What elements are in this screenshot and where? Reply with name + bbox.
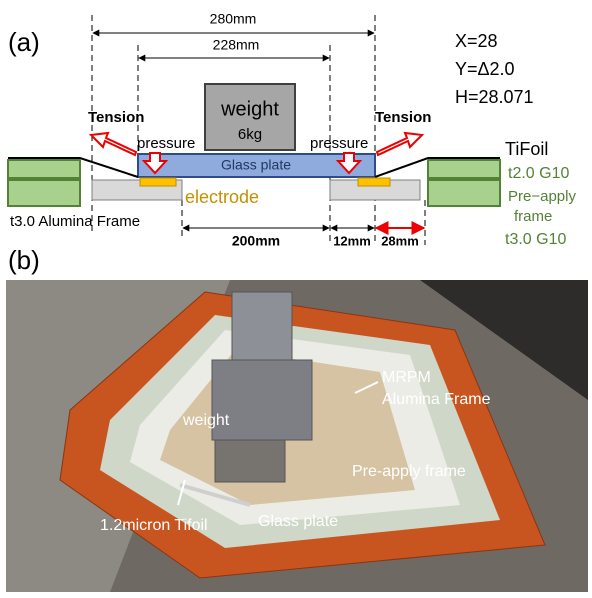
panel-label: (a) xyxy=(8,27,40,57)
electrode xyxy=(140,178,176,186)
pre-apply-label: Pre−apply xyxy=(508,188,576,205)
panel-label: (b) xyxy=(8,245,40,275)
alumina-label: t3.0 Alumina Frame xyxy=(10,213,140,230)
parameter: X=28 xyxy=(455,31,498,51)
glass-plate-label: Glass plate xyxy=(221,157,291,173)
photo-label: 1.2micron Tifoil xyxy=(100,517,208,534)
pressure-label: pressure xyxy=(310,135,368,152)
pre-apply-label: frame xyxy=(514,208,552,225)
photo-label: Alumina Frame xyxy=(382,391,491,408)
parameter: H=28.071 xyxy=(455,87,534,107)
g10-label: t2.0 G10 xyxy=(508,165,569,182)
weight-label: weight xyxy=(220,98,279,120)
tension-label: Tension xyxy=(88,109,144,126)
tension-label: Tension xyxy=(375,109,431,126)
dimension-label: 28mm xyxy=(381,233,419,248)
photo-label: weight xyxy=(182,412,230,429)
weight-mass: 6kg xyxy=(238,126,262,143)
dimension-label: 280mm xyxy=(210,11,257,27)
tension-arrow xyxy=(91,133,136,155)
dimension-label: 228mm xyxy=(213,37,260,53)
figure: (a) 280mm 228mm X=28 Y=Δ2.0 H=28.071 wei… xyxy=(0,0,592,598)
photo-label: Glass plate xyxy=(258,513,338,530)
electrode-label: electrode xyxy=(185,187,259,207)
panel-b: (b) weight MRPM Alumina Frame Pre-apply … xyxy=(6,245,588,592)
photo-weight xyxy=(215,440,285,482)
panel-a: (a) 280mm 228mm X=28 Y=Δ2.0 H=28.071 wei… xyxy=(8,11,576,249)
tifoil-label: TiFoil xyxy=(505,139,548,159)
dimension-label: 200mm xyxy=(232,233,280,249)
g10-label: t3.0 G10 xyxy=(505,231,566,248)
electrode xyxy=(358,178,390,186)
parameter: Y=Δ2.0 xyxy=(455,59,515,79)
dimension-label: 12mm xyxy=(333,233,371,248)
photo-label: MRPM xyxy=(382,369,431,386)
tension-arrow xyxy=(377,133,422,155)
photo-label: Pre-apply frame xyxy=(352,463,466,480)
pressure-label: pressure xyxy=(137,135,195,152)
